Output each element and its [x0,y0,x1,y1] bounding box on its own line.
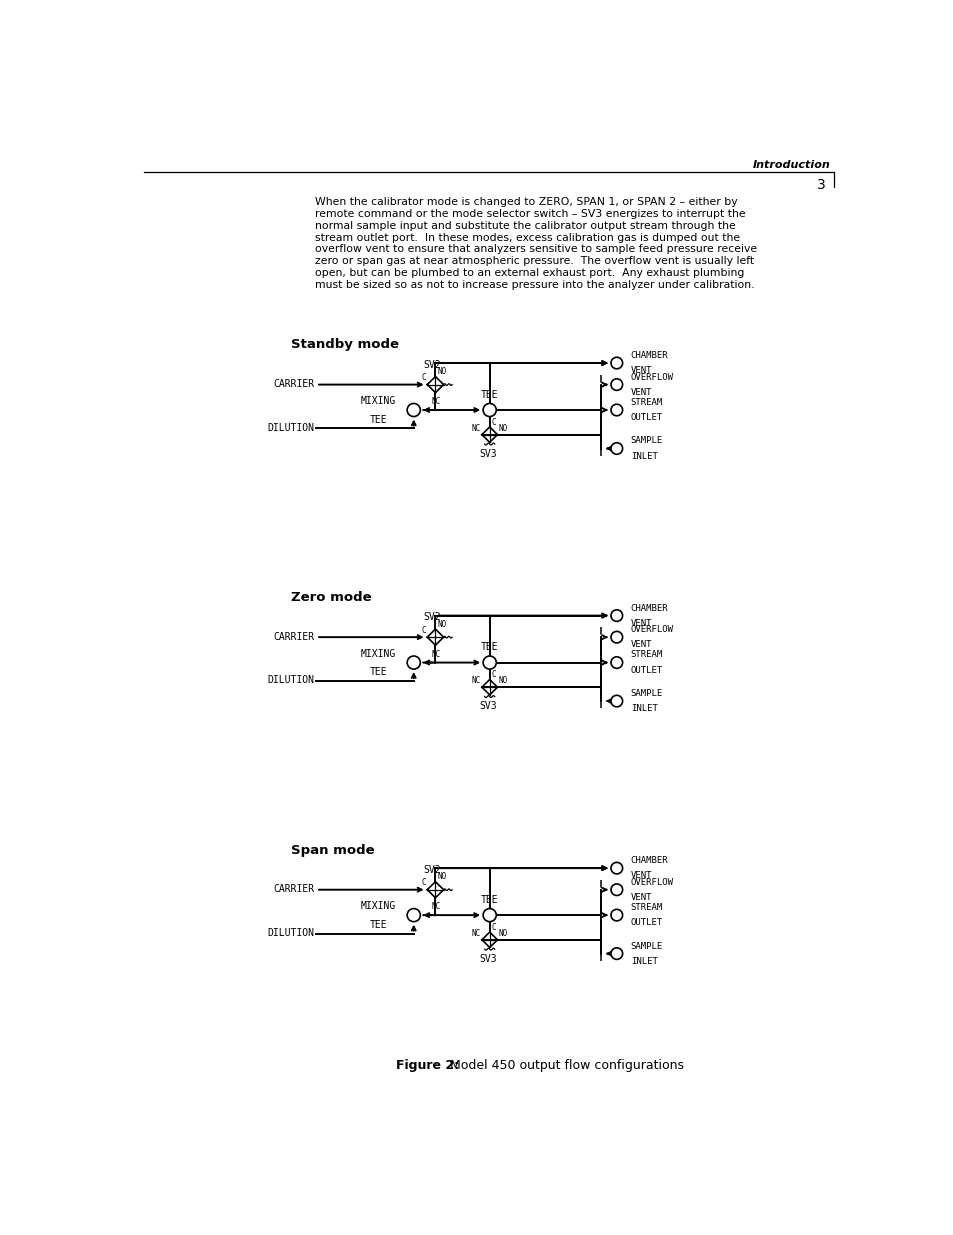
Text: SAMPLE: SAMPLE [630,436,662,446]
Text: VENT: VENT [630,619,652,627]
Text: C: C [491,671,496,679]
Text: VENT: VENT [630,640,652,650]
Text: NO: NO [497,424,507,432]
Text: Introduction: Introduction [752,159,830,169]
Text: INLET: INLET [630,452,657,461]
Text: NC: NC [431,903,440,911]
Text: must be sized so as not to increase pressure into the analyzer under calibration: must be sized so as not to increase pres… [314,280,753,290]
Text: NO: NO [497,677,507,685]
Text: SV3: SV3 [478,701,497,711]
Text: TEE: TEE [369,667,387,677]
Text: CHAMBER: CHAMBER [630,604,668,613]
Text: OUTLET: OUTLET [630,918,662,927]
Text: Span mode: Span mode [291,844,375,857]
Circle shape [407,404,420,416]
Circle shape [610,379,622,390]
Circle shape [610,610,622,621]
Text: STREAM: STREAM [630,903,662,911]
Circle shape [610,695,622,706]
Circle shape [482,909,496,921]
Text: Zero mode: Zero mode [291,592,372,604]
Text: SV2: SV2 [423,613,440,622]
Text: DILUTION: DILUTION [267,927,314,937]
Text: TEE: TEE [480,389,498,400]
Text: TEE: TEE [480,642,498,652]
Text: VENT: VENT [630,366,652,375]
Text: stream outlet port.  In these modes, excess calibration gas is dumped out the: stream outlet port. In these modes, exce… [314,232,739,242]
Text: NO: NO [497,929,507,937]
Text: MIXING: MIXING [360,902,395,911]
Circle shape [610,404,622,416]
Circle shape [610,862,622,874]
Text: CARRIER: CARRIER [274,379,314,389]
Circle shape [610,884,622,895]
Text: normal sample input and substitute the calibrator output stream through the: normal sample input and substitute the c… [314,221,735,231]
Text: CARRIER: CARRIER [274,632,314,642]
Text: SV2: SV2 [423,359,440,369]
Text: SAMPLE: SAMPLE [630,689,662,698]
Text: MIXING: MIXING [360,648,395,658]
Text: C: C [491,923,496,931]
Text: NC: NC [472,424,480,432]
Text: Figure 2:: Figure 2: [395,1060,458,1072]
Text: zero or span gas at near atmospheric pressure.  The overflow vent is usually lef: zero or span gas at near atmospheric pre… [314,257,753,267]
Text: NC: NC [431,398,440,406]
Text: remote command or the mode selector switch – SV3 energizes to interrupt the: remote command or the mode selector swit… [314,209,744,219]
Circle shape [610,357,622,369]
Text: NO: NO [436,872,446,882]
Text: CHAMBER: CHAMBER [630,856,668,864]
Text: VENT: VENT [630,893,652,902]
Text: C: C [421,373,426,383]
Text: SAMPLE: SAMPLE [630,941,662,951]
Text: CARRIER: CARRIER [274,884,314,894]
Text: SV3: SV3 [478,448,497,459]
Text: TEE: TEE [480,894,498,905]
Circle shape [610,947,622,960]
Circle shape [610,909,622,921]
Text: OUTLET: OUTLET [630,412,662,422]
Circle shape [407,909,420,921]
Text: VENT: VENT [630,871,652,881]
Text: OVERFLOW: OVERFLOW [630,625,673,634]
Text: TEE: TEE [369,920,387,930]
Text: MIXING: MIXING [360,396,395,406]
Text: 3: 3 [817,178,825,193]
Text: STREAM: STREAM [630,651,662,659]
Text: overflow vent to ensure that analyzers sensitive to sample feed pressure receive: overflow vent to ensure that analyzers s… [314,245,756,254]
Text: NC: NC [472,677,480,685]
Text: INLET: INLET [630,704,657,713]
Text: C: C [421,626,426,635]
Text: C: C [421,878,426,888]
Text: DILUTION: DILUTION [267,422,314,432]
Text: DILUTION: DILUTION [267,676,314,685]
Circle shape [482,656,496,669]
Text: SV2: SV2 [423,864,440,874]
Text: OVERFLOW: OVERFLOW [630,878,673,887]
Text: NO: NO [436,367,446,377]
Text: NC: NC [431,650,440,658]
Circle shape [407,656,420,669]
Text: OVERFLOW: OVERFLOW [630,373,673,382]
Text: Standby mode: Standby mode [291,338,399,352]
Text: C: C [491,417,496,426]
Text: OUTLET: OUTLET [630,666,662,674]
Circle shape [610,631,622,643]
Text: VENT: VENT [630,388,652,396]
Circle shape [482,404,496,416]
Circle shape [610,657,622,668]
Text: NC: NC [472,929,480,937]
Text: Model 450 output flow configurations: Model 450 output flow configurations [442,1060,683,1072]
Text: open, but can be plumbed to an external exhaust port.  Any exhaust plumbing: open, but can be plumbed to an external … [314,268,743,278]
Text: STREAM: STREAM [630,398,662,406]
Circle shape [610,442,622,454]
Text: TEE: TEE [369,415,387,425]
Text: INLET: INLET [630,957,657,966]
Text: SV3: SV3 [478,953,497,965]
Text: When the calibrator mode is changed to ZERO, SPAN 1, or SPAN 2 – either by: When the calibrator mode is changed to Z… [314,196,737,206]
Text: CHAMBER: CHAMBER [630,351,668,359]
Text: NO: NO [436,620,446,629]
